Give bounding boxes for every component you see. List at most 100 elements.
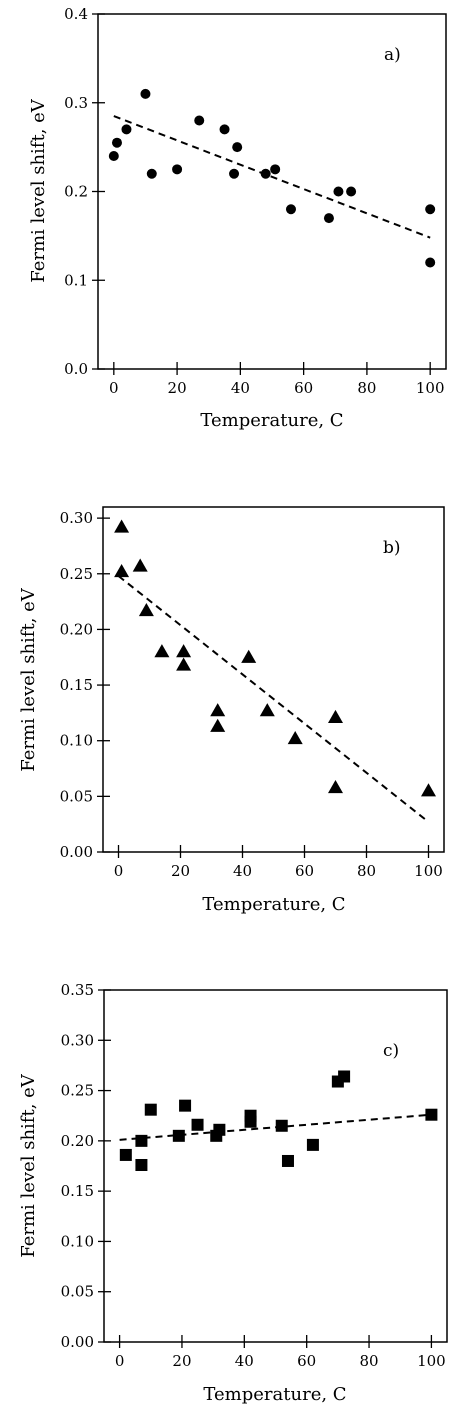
x-tick-label: 100 (416, 379, 445, 397)
data-point (138, 603, 154, 617)
x-tick-label: 60 (294, 379, 313, 397)
y-tick-label: 0.00 (60, 843, 93, 861)
x-tick-label: 60 (295, 862, 314, 880)
data-point (281, 1154, 294, 1167)
data-point (229, 168, 240, 179)
data-point (333, 186, 344, 197)
data-point (306, 1138, 319, 1151)
data-point (285, 204, 296, 215)
y-tick-label: 0.20 (60, 620, 93, 638)
x-axis-title: Temperature, C (203, 1384, 346, 1405)
y-tick-label: 0.15 (61, 1182, 94, 1200)
data-point (176, 644, 192, 658)
axis-ticks: 0 20 40 60 80 100 0.00 0.05 0.10 0.15 0.20 0.25 0.30… (61, 981, 446, 1370)
fit-line (117, 575, 430, 823)
x-tick-label: 100 (417, 1352, 446, 1370)
y-tick-label: 0.2 (64, 183, 88, 201)
x-tick-label: 0 (114, 862, 124, 880)
data-point (154, 644, 170, 658)
data-point (275, 1119, 288, 1132)
data-point (194, 115, 205, 126)
x-tick-label: 80 (357, 379, 376, 397)
x-tick-label: 40 (235, 1352, 254, 1370)
x-tick-label: 20 (171, 862, 190, 880)
data-points (114, 519, 436, 797)
panel-label: a) (384, 45, 401, 65)
plot-frame (97, 13, 447, 370)
y-tick-label: 0.30 (60, 509, 93, 527)
data-point (425, 1108, 438, 1121)
y-tick-label: 0.1 (64, 271, 88, 289)
data-point (114, 564, 130, 578)
data-point (260, 168, 271, 179)
axis-ticks: 0 20 40 60 80 100 0.0 0.1 0.2 0.3 0.4 (64, 5, 444, 397)
y-tick-label: 0.05 (61, 1283, 94, 1301)
data-point (328, 709, 343, 723)
y-axis-title: Fermi level shift, eV (18, 587, 39, 772)
data-point (425, 257, 436, 268)
data-points (108, 88, 436, 268)
y-tick-label: 0.3 (64, 94, 88, 112)
y-tick-label: 0.4 (64, 5, 88, 23)
data-point (172, 164, 183, 175)
data-point (244, 1115, 257, 1128)
data-point (176, 657, 192, 671)
data-point (338, 1070, 351, 1083)
data-point (140, 88, 151, 99)
data-point (111, 137, 122, 148)
data-point (323, 213, 334, 224)
panel-a: 0 20 40 60 80 100 0.0 0.1 0.2 0.3 0.4 a) Temperatu… (28, 5, 447, 431)
data-point (108, 151, 119, 161)
data-point (135, 1134, 148, 1147)
x-tick-label: 60 (297, 1352, 316, 1370)
data-point (210, 703, 226, 717)
data-points (119, 1070, 438, 1171)
data-point (191, 1118, 204, 1131)
fit-line (113, 115, 431, 239)
panel-label: b) (383, 538, 401, 558)
data-point (179, 1099, 192, 1112)
plot-frame (102, 506, 445, 853)
fit-line-group (119, 1113, 432, 1141)
y-tick-label: 0.35 (61, 981, 94, 999)
data-point (219, 124, 230, 135)
data-point (287, 730, 303, 745)
x-tick-label: 80 (357, 862, 376, 880)
data-point (144, 1103, 157, 1116)
data-point (241, 649, 257, 663)
data-point (132, 558, 148, 572)
x-axis-title: Temperature, C (202, 894, 345, 915)
data-point (121, 124, 132, 135)
data-point (425, 204, 436, 215)
panel-b: 0 20 40 60 80 100 0.00 0.05 0.10 0.15 0.20 0.25 0.30… (18, 506, 445, 915)
x-tick-label: 20 (172, 1352, 191, 1370)
x-tick-label: 20 (168, 379, 187, 397)
data-point (210, 718, 226, 732)
fit-line-group (117, 575, 430, 823)
data-point (135, 1158, 148, 1171)
fit-line-group (113, 115, 431, 239)
data-point (328, 779, 343, 794)
y-tick-label: 0.20 (61, 1132, 94, 1150)
data-point (172, 1129, 185, 1142)
data-point (259, 703, 275, 717)
y-tick-label: 0.15 (60, 676, 93, 694)
x-tick-label: 80 (359, 1352, 378, 1370)
y-axis-title: Fermi level shift, eV (18, 1073, 39, 1258)
axis-ticks: 0 20 40 60 80 100 0.00 0.05 0.10 0.15 0.20 0.25 0.30 (60, 509, 443, 880)
y-tick-label: 0.00 (61, 1333, 94, 1351)
x-tick-label: 40 (231, 379, 250, 397)
data-point (270, 164, 281, 175)
plot-frame (103, 989, 448, 1343)
data-point (114, 519, 130, 533)
x-tick-label: 0 (109, 379, 119, 397)
x-tick-label: 0 (115, 1352, 125, 1370)
data-point (232, 142, 243, 153)
y-tick-label: 0.05 (60, 787, 93, 805)
data-point (346, 186, 357, 197)
panel-c: 0 20 40 60 80 100 0.00 0.05 0.10 0.15 0.20 0.25 0.30… (18, 981, 448, 1405)
y-tick-label: 0.10 (61, 1232, 94, 1250)
y-tick-label: 0.25 (61, 1082, 94, 1100)
x-axis-title: Temperature, C (200, 410, 343, 431)
